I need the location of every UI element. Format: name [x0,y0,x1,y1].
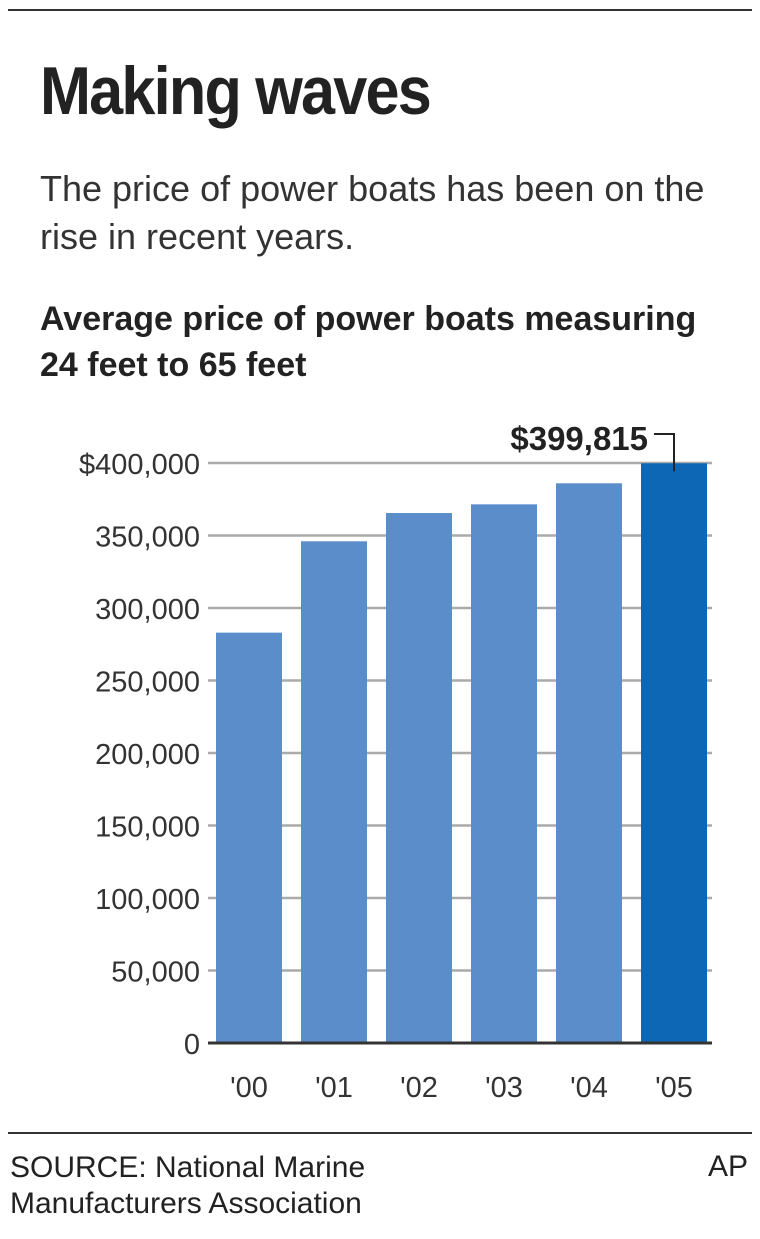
y-tick-label: 300,000 [95,594,200,626]
y-tick-label: 150,000 [95,812,200,844]
y-tick-label: 200,000 [95,739,200,771]
headline: Making waves [40,53,432,129]
source-note: SOURCE: National Marine Manufacturers As… [10,1151,366,1220]
x-tick-label: '04 [570,1072,608,1104]
x-tick-label: '03 [485,1072,523,1104]
bar [641,463,707,1043]
credit: AP [707,1150,748,1183]
bar [556,483,622,1043]
bar [301,541,367,1043]
y-tick-label: 50,000 [111,957,200,989]
top-rule [8,9,752,11]
y-tick-label: 100,000 [95,884,200,916]
bar [471,504,537,1043]
x-tick-label: '01 [315,1072,353,1104]
bar [216,632,282,1043]
annotation-label: $399,815 [510,420,648,457]
y-tick-label: 0 [184,1029,200,1061]
bottom-rule [8,1132,752,1134]
x-tick-label: '05 [655,1072,693,1104]
y-tick-label: $400,000 [79,449,200,481]
x-tick-label: '02 [400,1072,438,1104]
y-tick-label: 250,000 [95,667,200,699]
bar [386,513,452,1043]
x-tick-label: '00 [230,1072,268,1104]
annotation-leader [654,433,675,472]
y-tick-label: 350,000 [95,522,200,554]
subhead: The price of power boats has been on the… [40,168,705,257]
chart-title: Average price of power boats measuring 2… [40,300,697,384]
